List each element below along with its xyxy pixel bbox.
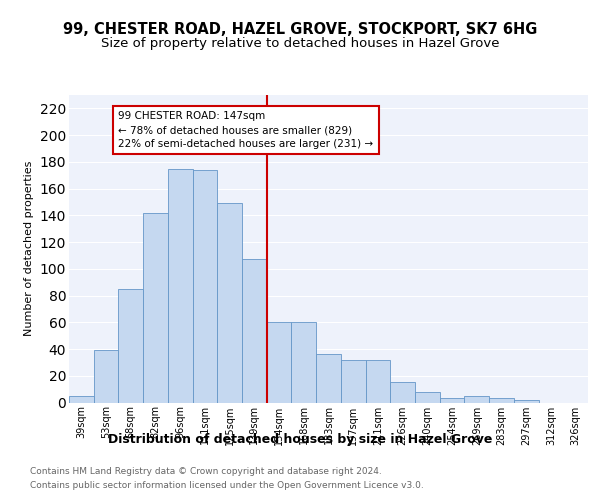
Y-axis label: Number of detached properties: Number of detached properties bbox=[24, 161, 34, 336]
Bar bbox=[267, 322, 292, 402]
Bar bbox=[143, 212, 168, 402]
Text: 99, CHESTER ROAD, HAZEL GROVE, STOCKPORT, SK7 6HG: 99, CHESTER ROAD, HAZEL GROVE, STOCKPORT… bbox=[63, 22, 537, 38]
Bar bbox=[242, 260, 267, 402]
Text: Distribution of detached houses by size in Hazel Grove: Distribution of detached houses by size … bbox=[108, 432, 492, 446]
Bar bbox=[415, 392, 440, 402]
Text: Contains HM Land Registry data © Crown copyright and database right 2024.: Contains HM Land Registry data © Crown c… bbox=[30, 468, 382, 476]
Bar bbox=[440, 398, 464, 402]
Bar bbox=[514, 400, 539, 402]
Bar bbox=[341, 360, 365, 403]
Bar bbox=[217, 204, 242, 402]
Bar bbox=[489, 398, 514, 402]
Bar bbox=[168, 168, 193, 402]
Text: Size of property relative to detached houses in Hazel Grove: Size of property relative to detached ho… bbox=[101, 38, 499, 51]
Bar bbox=[365, 360, 390, 403]
Bar bbox=[390, 382, 415, 402]
Bar bbox=[316, 354, 341, 403]
Bar bbox=[292, 322, 316, 402]
Bar bbox=[464, 396, 489, 402]
Text: 99 CHESTER ROAD: 147sqm
← 78% of detached houses are smaller (829)
22% of semi-d: 99 CHESTER ROAD: 147sqm ← 78% of detache… bbox=[118, 111, 374, 149]
Bar bbox=[193, 170, 217, 402]
Bar bbox=[94, 350, 118, 403]
Text: Contains public sector information licensed under the Open Government Licence v3: Contains public sector information licen… bbox=[30, 481, 424, 490]
Bar bbox=[69, 396, 94, 402]
Bar bbox=[118, 289, 143, 403]
